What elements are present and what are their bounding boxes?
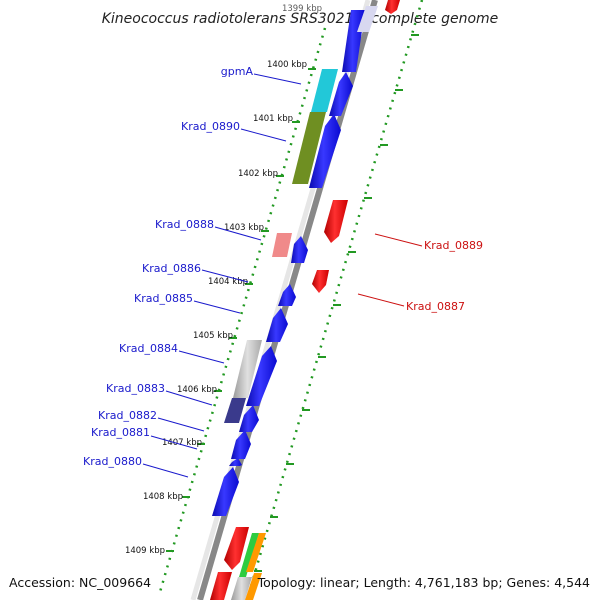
kbp-label: 1409 kbp — [125, 546, 165, 556]
forward-strand-genes — [212, 10, 365, 516]
label-leader — [214, 226, 262, 241]
orange-gene-lower[interactable] — [245, 573, 262, 600]
gene-arrow[interactable] — [224, 527, 249, 570]
krad-0888-gene-block[interactable] — [272, 233, 292, 257]
kbp-label: 1406 kbp — [177, 385, 217, 395]
kbp-label: 1408 kbp — [143, 492, 183, 502]
label-leader — [240, 128, 287, 142]
right-axis-ticks — [254, 34, 419, 572]
label-leader — [178, 350, 225, 364]
krad-0889-gene[interactable] — [324, 200, 348, 243]
gene-label[interactable]: Krad_0880 — [83, 455, 142, 468]
gene-arrow[interactable] — [385, 0, 400, 14]
label-leader — [150, 435, 198, 450]
label-leader — [201, 269, 249, 283]
left-gene-labels: gpmA Krad_0890 Krad_0888 Krad_0886 Krad_… — [83, 65, 302, 478]
gene-arrow[interactable] — [329, 72, 353, 116]
genome-summary-text: Topology: linear; Length: 4,761,183 bp; … — [257, 575, 590, 590]
kbp-label: 1401 kbp — [253, 114, 293, 124]
map-title: Kineococcus radiotolerans SRS30216, comp… — [102, 11, 499, 27]
right-gene-labels: Krad_0889 Krad_0887 — [357, 233, 483, 313]
gene-label[interactable]: Krad_0890 — [181, 120, 240, 133]
gpma-gene-block[interactable] — [311, 69, 338, 112]
krad-0883-gene-block[interactable] — [224, 398, 246, 423]
gene-label[interactable]: Krad_0883 — [106, 382, 165, 395]
krad-0887-gene[interactable] — [312, 270, 329, 293]
upper-right-grey-block[interactable] — [357, 6, 378, 32]
gene-arrow[interactable] — [231, 430, 251, 459]
gene-arrow[interactable] — [210, 572, 232, 600]
gene-arrow[interactable] — [239, 405, 259, 432]
left-kbp-axis — [158, 27, 327, 593]
krad-0890-gene-block[interactable] — [292, 112, 326, 184]
label-leader — [142, 463, 189, 478]
kbp-label: 1402 kbp — [238, 169, 278, 179]
kbp-label: 1399 kbp — [282, 4, 322, 14]
gene-arrow[interactable] — [291, 236, 308, 263]
orange-gene[interactable] — [246, 533, 266, 572]
kbp-labels: 1399 kbp 1400 kbp 1401 kbp 1402 kbp 1403… — [125, 4, 322, 556]
bottom-gene-cluster — [231, 533, 266, 600]
kbp-label: 1404 kbp — [208, 277, 248, 287]
gene-label[interactable]: Krad_0882 — [98, 409, 157, 422]
gene-arrow[interactable] — [278, 284, 296, 306]
accession-text: Accession: NC_009664 — [9, 575, 152, 590]
gene-label[interactable]: Krad_0889 — [424, 239, 483, 252]
kbp-label: 1407 kbp — [162, 438, 202, 448]
label-leader — [193, 300, 241, 314]
gene-arrow[interactable] — [266, 308, 288, 342]
gene-label[interactable]: Krad_0885 — [134, 292, 193, 305]
krad-0884-gene-block[interactable] — [233, 340, 262, 398]
label-leader — [357, 293, 405, 307]
kbp-label: 1403 kbp — [224, 223, 264, 233]
gene-label[interactable]: gpmA — [221, 65, 254, 78]
gene-arrow[interactable] — [309, 114, 341, 188]
grey-gene[interactable] — [231, 577, 252, 600]
gene-arrow[interactable] — [229, 458, 242, 466]
special-genes — [224, 6, 378, 423]
gene-label[interactable]: Krad_0888 — [155, 218, 214, 231]
gene-label[interactable]: Krad_0887 — [406, 300, 465, 313]
label-leader — [374, 233, 423, 247]
gene-label[interactable]: Krad_0881 — [91, 426, 150, 439]
gene-arrow[interactable] — [212, 467, 239, 516]
kbp-label: 1400 kbp — [267, 60, 307, 70]
reverse-strand-genes — [210, 0, 400, 600]
label-leader — [157, 417, 205, 432]
gene-label[interactable]: Krad_0886 — [142, 262, 201, 275]
gene-label[interactable]: Krad_0884 — [119, 342, 178, 355]
kbp-label: 1405 kbp — [193, 331, 233, 341]
label-leader — [253, 73, 302, 85]
label-leader — [165, 390, 213, 406]
right-dotted-axis — [245, 0, 424, 600]
green-gene[interactable] — [239, 533, 259, 577]
gene-arrow[interactable] — [246, 346, 277, 406]
